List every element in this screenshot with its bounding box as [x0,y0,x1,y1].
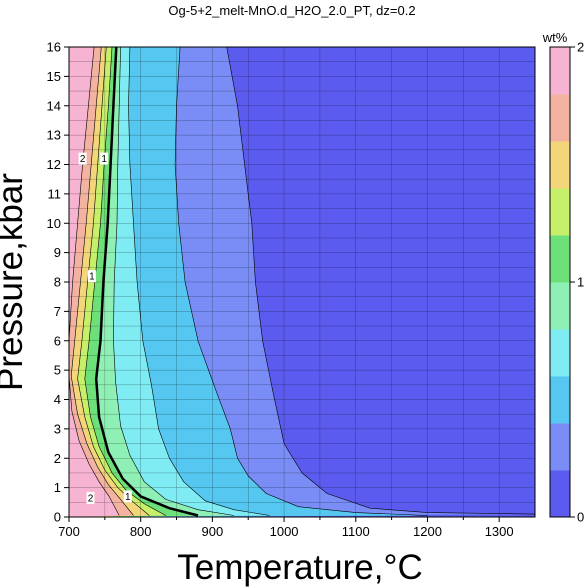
colorbar-segments [550,47,570,518]
y-tick-label: 7 [54,304,61,319]
x-tick-label: 1200 [413,524,442,539]
y-tick-label: 11 [48,186,62,201]
y-tick-label: 9 [54,245,61,260]
colorbar-segment [550,94,570,142]
y-tick-label: 4 [54,392,61,407]
contour-label: 1 [101,154,107,165]
y-tick-label: 6 [54,333,61,348]
colorbar-tick-label: 2 [577,40,584,55]
colorbar: wt% 0 1 2 [542,30,585,525]
chart-title: Og-5+2_melt-MnO.d_H2O_2.0_PT, dz=0.2 [168,3,415,18]
y-tick-label: 0 [54,510,61,525]
x-axis-ticks: 700 800 900 1000 1100 1200 1300 [58,517,514,539]
colorbar-segment [550,141,570,189]
x-tick-label: 1100 [342,524,370,539]
y-tick-label: 16 [47,40,61,55]
colorbar-segment [550,423,570,471]
plot-area: 2 1 1 2 1 [68,46,536,518]
contour-label-background [123,490,132,503]
colorbar-segment [550,329,570,377]
y-tick-label: 8 [54,275,61,290]
x-tick-label: 800 [130,524,152,539]
colorbar-segment [550,188,570,236]
colorbar-tick-label: 1 [577,275,584,290]
y-tick-label: 13 [47,128,61,143]
contour-label: 2 [80,154,86,165]
colorbar-segment [550,282,570,330]
y-axis-label: Pressure,kbar [0,173,30,391]
colorbar-ticks: 0 1 2 [570,40,584,525]
y-tick-label: 2 [54,451,61,466]
contour-label-background [87,270,96,283]
x-tick-label: 1000 [270,524,299,539]
contour-line-2 [174,47,428,516]
y-tick-label: 5 [54,363,61,378]
grid [69,47,535,517]
x-tick-label: 700 [58,524,80,539]
contour-label: 2 [88,493,94,504]
colorbar-segment [550,235,570,283]
y-tick-label: 14 [47,98,61,113]
y-tick-label: 15 [47,69,61,84]
colorbar-segment [550,47,570,95]
y-tick-label: 1 [54,480,61,495]
colorbar-segment [550,470,570,518]
x-tick-label: 900 [202,524,224,539]
contour-labels: 2 1 1 2 1 [78,152,132,504]
x-tick-label: 1300 [485,524,514,539]
contour-label-background [86,491,95,504]
colorbar-label: wt% [542,30,568,45]
contour-label-background [100,152,109,165]
y-tick-label: 12 [47,157,61,172]
contour-label-background [78,152,87,165]
x-axis-label: Temperature,°C [177,548,422,587]
y-tick-label: 3 [54,421,61,436]
contour-label: 1 [89,272,95,283]
y-tick-label: 10 [47,216,61,231]
colorbar-tick-label: 0 [577,510,584,525]
colorbar-segment [550,376,570,424]
contour-label: 1 [125,492,131,503]
